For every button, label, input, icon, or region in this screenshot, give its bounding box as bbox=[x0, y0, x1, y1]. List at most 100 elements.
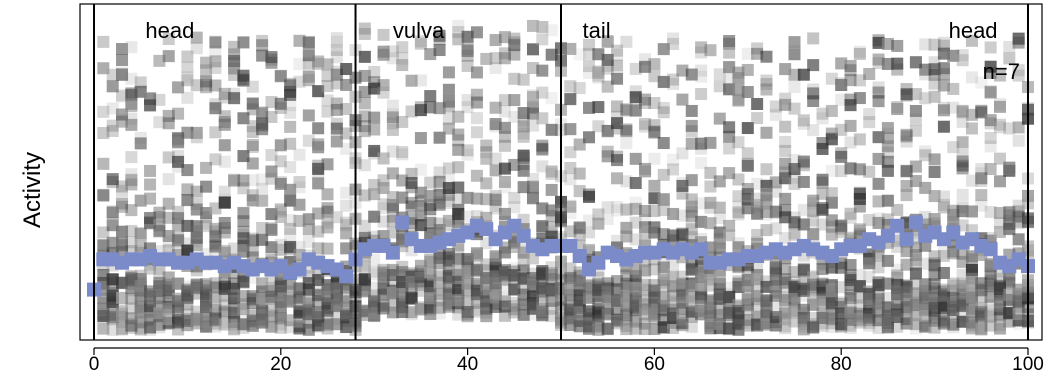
trial-point bbox=[929, 166, 941, 178]
trial-point bbox=[620, 36, 632, 48]
trial-point bbox=[714, 202, 726, 214]
trial-point bbox=[742, 86, 754, 98]
trial-point bbox=[219, 197, 231, 209]
trial-point bbox=[583, 191, 595, 203]
trial-point bbox=[293, 176, 305, 188]
trial-point bbox=[630, 177, 642, 189]
trial-point bbox=[209, 55, 221, 67]
trial-point bbox=[396, 116, 408, 128]
trial-point bbox=[891, 58, 903, 70]
trial-point bbox=[144, 179, 156, 191]
trial-point bbox=[443, 66, 455, 78]
trial-point bbox=[807, 83, 819, 95]
trial-point bbox=[322, 188, 334, 200]
mean-point bbox=[694, 242, 708, 256]
trial-point bbox=[863, 166, 875, 178]
trial-point bbox=[863, 116, 875, 128]
trial-point bbox=[359, 159, 371, 171]
trial-point bbox=[518, 74, 530, 86]
trial-point bbox=[172, 108, 184, 120]
trial-point bbox=[1013, 135, 1025, 147]
trial-point bbox=[826, 187, 838, 199]
trial-point bbox=[209, 36, 221, 48]
trial-point bbox=[686, 174, 698, 186]
trial-point bbox=[518, 131, 530, 143]
trial-point bbox=[265, 51, 277, 63]
trial-point bbox=[667, 163, 679, 175]
trial-point bbox=[854, 48, 866, 60]
trial-point bbox=[284, 99, 296, 111]
trial-point bbox=[985, 86, 997, 98]
x-axis: 0 20 40 60 80 100 bbox=[89, 348, 1044, 372]
trial-point bbox=[732, 136, 744, 148]
trial-point bbox=[144, 165, 156, 177]
trial-point bbox=[760, 127, 772, 139]
trial-point bbox=[508, 94, 520, 106]
trial-point bbox=[219, 139, 231, 151]
trial-point bbox=[686, 105, 698, 117]
trial-point bbox=[237, 215, 249, 227]
trial-point bbox=[985, 41, 997, 53]
trial-point bbox=[359, 97, 371, 109]
trial-point bbox=[536, 140, 548, 152]
trial-point bbox=[957, 189, 969, 201]
mean-point bbox=[395, 215, 409, 229]
trial-point bbox=[957, 136, 969, 148]
trial-point bbox=[620, 125, 632, 137]
trial-point bbox=[471, 26, 483, 38]
trial-point bbox=[779, 193, 791, 205]
trial-point bbox=[518, 152, 530, 164]
trial-point bbox=[499, 140, 511, 152]
trial-point bbox=[424, 90, 436, 102]
trial-point bbox=[985, 132, 997, 144]
trial-point bbox=[742, 147, 754, 159]
trial-point bbox=[910, 161, 922, 173]
trial-point bbox=[536, 65, 548, 77]
trial-point bbox=[499, 181, 511, 193]
trial-point bbox=[583, 131, 595, 143]
trial-point bbox=[957, 54, 969, 66]
x-tick-label: 0 bbox=[89, 354, 100, 372]
trial-point bbox=[667, 33, 679, 45]
trial-point bbox=[237, 70, 249, 82]
trial-point bbox=[723, 121, 735, 133]
trial-point bbox=[1013, 34, 1025, 46]
trial-point bbox=[798, 156, 810, 168]
trial-point bbox=[788, 81, 800, 93]
trial-point bbox=[779, 121, 791, 133]
trial-point bbox=[695, 88, 707, 100]
trial-point bbox=[704, 137, 716, 149]
trial-point bbox=[181, 92, 193, 104]
trial-point bbox=[312, 177, 324, 189]
trial-point bbox=[378, 87, 390, 99]
trial-point bbox=[125, 119, 137, 131]
trial-point bbox=[807, 95, 819, 107]
trial-point bbox=[368, 124, 380, 136]
trial-point bbox=[807, 59, 819, 71]
trial-point bbox=[873, 178, 885, 190]
mean-point bbox=[339, 269, 353, 283]
trial-point bbox=[219, 119, 231, 131]
trial-point bbox=[985, 163, 997, 175]
mean-point bbox=[890, 219, 904, 233]
trial-point bbox=[723, 47, 735, 59]
trial-point bbox=[237, 36, 249, 48]
trial-point bbox=[704, 44, 716, 56]
trial-point bbox=[219, 156, 231, 168]
trial-point bbox=[910, 112, 922, 124]
trial-point bbox=[882, 128, 894, 140]
trial-point bbox=[807, 32, 819, 44]
trial-point bbox=[788, 103, 800, 115]
region-label: head bbox=[949, 18, 998, 43]
trial-point bbox=[172, 206, 184, 218]
x-tick-label: 40 bbox=[457, 354, 478, 372]
x-tick-label: 80 bbox=[831, 354, 852, 372]
trial-point bbox=[929, 91, 941, 103]
trial-point bbox=[863, 68, 875, 80]
trial-point bbox=[312, 141, 324, 153]
trial-point bbox=[929, 153, 941, 165]
trial-point bbox=[434, 44, 446, 56]
trial-point bbox=[845, 212, 857, 224]
trial-point bbox=[648, 58, 660, 70]
